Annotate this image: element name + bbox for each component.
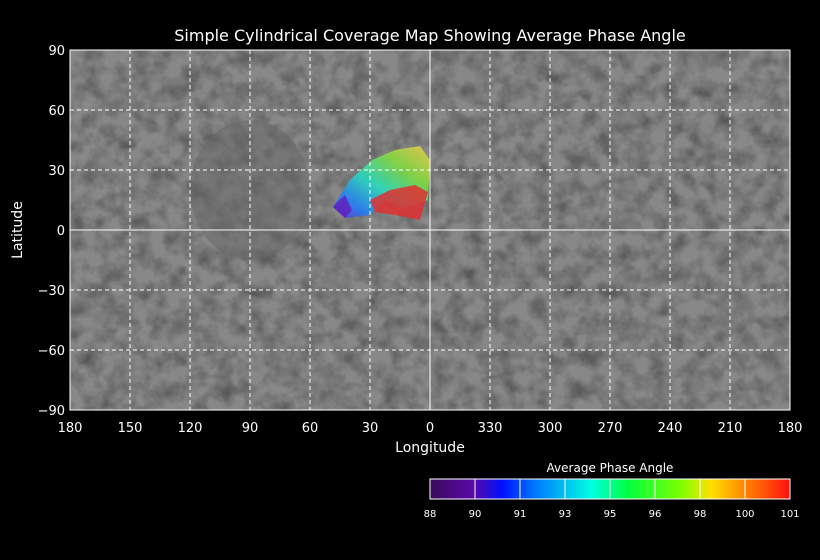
colorbar-tick-label: 93 (559, 509, 572, 520)
colorbar-tick-label: 96 (649, 509, 662, 520)
colorbar-tick-label: 100 (735, 509, 754, 520)
x-axis-ticks: 180 150 120 90 60 30 0 330 300 270 240 210 180 (58, 421, 803, 436)
y-axis-ticks: 90 60 30 0 −30 −60 −90 (38, 44, 65, 419)
map-title: Simple Cylindrical Coverage Map Showing … (174, 26, 685, 45)
colorbar-tick-label: 95 (604, 509, 617, 520)
colorbar: Average Phase Angle 88 90 91 93 95 96 98 100 101 (424, 461, 800, 520)
y-tick-label: 0 (57, 224, 65, 239)
colorbar-tick-label: 101 (780, 509, 799, 520)
colorbar-tick-label: 98 (694, 509, 707, 520)
x-tick-label: 180 (778, 421, 803, 436)
x-tick-label: 150 (118, 421, 143, 436)
x-tick-label: 300 (538, 421, 563, 436)
x-tick-label: 180 (58, 421, 83, 436)
y-tick-label: −30 (38, 284, 65, 299)
x-tick-label: 30 (362, 421, 379, 436)
y-tick-label: −90 (38, 404, 65, 419)
colorbar-title: Average Phase Angle (547, 461, 674, 475)
x-tick-label: 120 (178, 421, 203, 436)
y-tick-label: −60 (38, 344, 65, 359)
x-tick-label: 90 (242, 421, 259, 436)
x-tick-label: 240 (658, 421, 683, 436)
colorbar-tick-label: 90 (469, 509, 482, 520)
x-tick-label: 330 (478, 421, 503, 436)
y-tick-label: 30 (48, 164, 65, 179)
y-tick-label: 60 (48, 104, 65, 119)
map-frame (69, 49, 791, 411)
graticule (70, 50, 790, 410)
y-tick-label: 90 (48, 44, 65, 59)
x-tick-label: 270 (598, 421, 623, 436)
coverage-patch (333, 146, 430, 220)
x-tick-label: 210 (718, 421, 743, 436)
x-axis-label: Longitude (395, 440, 465, 456)
colorbar-tick-label: 91 (514, 509, 527, 520)
x-tick-label: 0 (426, 421, 434, 436)
colorbar-tick-label: 88 (424, 509, 437, 520)
y-axis-label: Latitude (10, 201, 26, 259)
x-tick-label: 60 (302, 421, 319, 436)
